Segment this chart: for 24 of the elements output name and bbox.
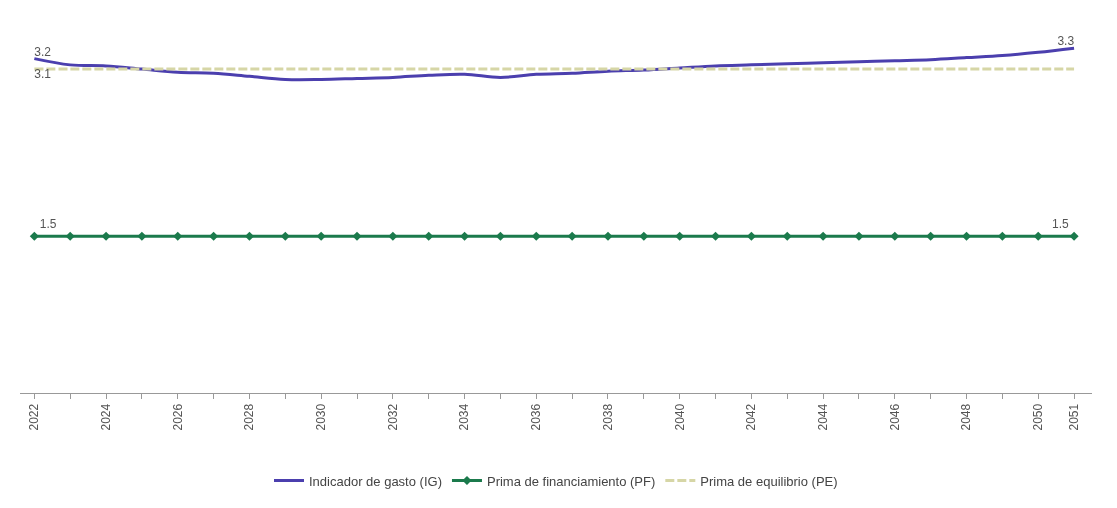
data-label: 1.5 [1052, 216, 1070, 231]
data-label: 3.1 [34, 67, 52, 82]
x-tick-label: 2044 [816, 403, 830, 431]
x-tick-label: 2046 [887, 403, 902, 431]
x-tick-label: 2051 [1066, 403, 1081, 431]
legend-label: Prima de financiamiento (PF) [486, 473, 656, 489]
x-tick-label: 2042 [744, 403, 759, 431]
data-label: 3.2 [34, 44, 52, 59]
legend-label: Indicador de gasto (IG) [309, 473, 442, 489]
x-tick-label: 2040 [672, 403, 687, 431]
data-label: 3.3 [1057, 34, 1075, 49]
x-tick-label: 2026 [170, 403, 185, 431]
data-label: 1.5 [39, 216, 57, 231]
x-tick-label: 2022 [27, 403, 42, 431]
legend-label: Prima de equilibrio (PE) [700, 473, 838, 489]
x-tick-label: 2028 [242, 403, 257, 431]
x-tick-label: 2048 [959, 403, 974, 431]
x-tick-label: 2030 [314, 403, 329, 431]
x-tick-label: 2050 [1031, 403, 1046, 431]
x-tick-label: 2036 [529, 403, 544, 431]
x-tick-label: 2032 [385, 403, 400, 431]
x-tick-label: 2038 [600, 403, 615, 431]
x-tick-label: 2034 [457, 403, 472, 431]
x-tick-label: 2024 [98, 403, 113, 431]
